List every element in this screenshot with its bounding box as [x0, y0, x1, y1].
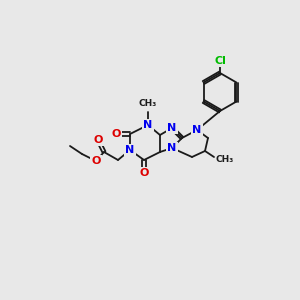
- Text: N: N: [192, 125, 202, 135]
- Text: Cl: Cl: [214, 56, 226, 66]
- Text: N: N: [125, 145, 135, 155]
- Text: N: N: [143, 120, 153, 130]
- Text: CH₃: CH₃: [216, 154, 234, 164]
- Text: N: N: [167, 143, 177, 153]
- Text: N: N: [167, 123, 177, 133]
- Text: O: O: [111, 129, 121, 139]
- Text: CH₃: CH₃: [139, 99, 157, 108]
- Text: O: O: [93, 135, 103, 145]
- Text: O: O: [91, 156, 101, 166]
- Text: O: O: [139, 168, 149, 178]
